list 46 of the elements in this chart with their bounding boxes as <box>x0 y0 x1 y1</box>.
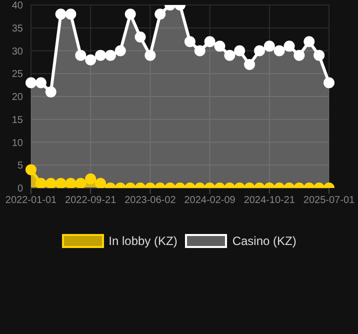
y-tick-label: 0 <box>17 184 24 195</box>
point <box>254 45 265 56</box>
point <box>244 58 256 70</box>
y-tick-label: 15 <box>12 114 24 126</box>
legend-label: In lobby (KZ) <box>108 234 178 248</box>
x-tick-label: 2024-02-09 <box>184 195 236 206</box>
point <box>284 40 295 52</box>
point <box>124 8 136 20</box>
point <box>214 40 226 52</box>
point <box>194 45 206 56</box>
y-tick-label: 30 <box>12 46 24 58</box>
y-tick-label: 10 <box>12 138 24 149</box>
point <box>35 77 46 88</box>
y-tick-label: 35 <box>12 23 24 34</box>
point <box>204 36 216 48</box>
legend-label: Casino (KZ) <box>232 234 296 248</box>
y-tick-label: 40 <box>12 0 24 12</box>
point <box>294 50 305 61</box>
y-tick-label: 5 <box>17 160 24 172</box>
point <box>144 50 156 61</box>
point <box>274 45 285 56</box>
point <box>65 8 76 20</box>
x-tick-label: 2025-07-01 <box>303 195 356 206</box>
point <box>184 36 196 48</box>
point <box>234 45 246 56</box>
point <box>324 77 334 88</box>
point <box>26 77 36 88</box>
y-tick-label: 20 <box>12 92 24 104</box>
point <box>75 50 86 61</box>
point <box>85 54 96 66</box>
x-tick-label: 2022-01-01 <box>5 195 58 206</box>
point <box>45 86 56 98</box>
point <box>154 8 166 20</box>
point <box>314 50 325 61</box>
point <box>304 36 315 48</box>
point <box>55 8 66 20</box>
point <box>224 50 236 61</box>
y-tick-label: 25 <box>12 69 24 80</box>
x-tick-label: 2022-09-21 <box>65 195 117 206</box>
x-tick-label: 2024-10-21 <box>244 195 296 206</box>
x-tick-label: 2023-06-02 <box>124 195 176 206</box>
point <box>114 45 126 56</box>
point <box>104 50 116 61</box>
point <box>264 40 275 52</box>
point <box>134 32 146 43</box>
point <box>95 50 106 61</box>
